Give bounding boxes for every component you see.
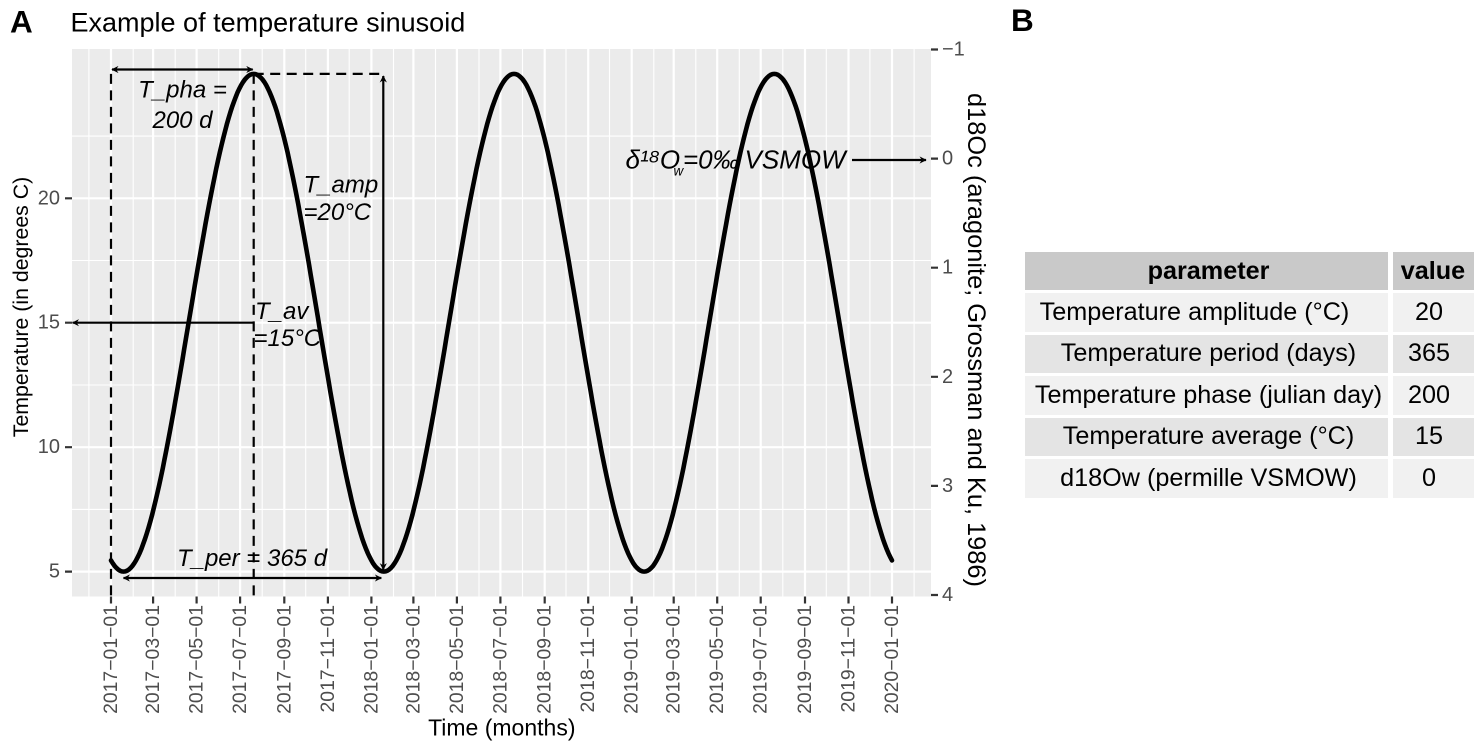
svg-text:Example of temperature sinusoi: Example of temperature sinusoid [71, 8, 466, 38]
svg-text:−1: −1 [942, 39, 965, 61]
svg-text:2018−09−01: 2018−09−01 [534, 605, 556, 714]
svg-text:2018−01−01: 2018−01−01 [360, 605, 382, 714]
svg-text:10: 10 [38, 436, 60, 458]
svg-text:20: 20 [38, 187, 60, 209]
svg-text:2017−09−01: 2017−09−01 [273, 605, 295, 714]
svg-text:2018−03−01: 2018−03−01 [402, 605, 424, 714]
svg-text:A: A [10, 4, 33, 40]
svg-text:2017−03−01: 2017−03−01 [142, 605, 164, 714]
svg-text:2019−05−01: 2019−05−01 [706, 605, 728, 714]
svg-text:=20°C: =20°C [304, 199, 372, 226]
svg-text:2019−09−01: 2019−09−01 [794, 605, 816, 714]
svg-text:2017−11−01: 2017−11−01 [317, 605, 339, 712]
svg-text:200 d: 200 d [151, 107, 213, 134]
svg-text:2019−07−01: 2019−07−01 [750, 605, 772, 714]
svg-text:4: 4 [942, 584, 953, 606]
svg-text:15: 15 [38, 312, 60, 334]
svg-text:2019−11−01: 2019−11−01 [838, 605, 860, 712]
svg-text:2: 2 [942, 366, 953, 388]
svg-text:d18Oc (aragonite; Grossman and: d18Oc (aragonite; Grossman and Ku, 1986) [962, 93, 990, 587]
svg-text:2017−01−01: 2017−01−01 [100, 605, 122, 714]
svg-text:2018−11−01: 2018−11−01 [577, 605, 599, 712]
svg-text:δ¹⁸Ow=0‰VSMOW: δ¹⁸Ow=0‰ VSMOW [626, 145, 849, 179]
svg-text:Temperature (in degrees C): Temperature (in degrees C) [9, 177, 33, 437]
svg-text:0: 0 [942, 148, 953, 170]
svg-text:T_amp: T_amp [304, 172, 379, 199]
svg-text:T_per = 365 d: T_per = 365 d [177, 545, 328, 572]
svg-text:=15°C: =15°C [254, 325, 322, 352]
svg-text:2020−01−01: 2020−01−01 [881, 605, 903, 714]
svg-text:1: 1 [942, 257, 953, 279]
svg-text:Time (months): Time (months) [428, 715, 575, 741]
svg-text:2019−01−01: 2019−01−01 [621, 605, 643, 714]
svg-text:2019−03−01: 2019−03−01 [663, 605, 685, 714]
svg-text:5: 5 [49, 561, 60, 583]
svg-text:2017−07−01: 2017−07−01 [229, 605, 251, 714]
svg-text:2018−05−01: 2018−05−01 [446, 605, 468, 714]
svg-text:2017−05−01: 2017−05−01 [186, 605, 208, 714]
svg-text:2018−07−01: 2018−07−01 [489, 605, 511, 714]
svg-text:T_av: T_av [255, 298, 310, 325]
svg-text:T_pha =: T_pha = [138, 76, 227, 103]
svg-text:3: 3 [942, 475, 953, 497]
